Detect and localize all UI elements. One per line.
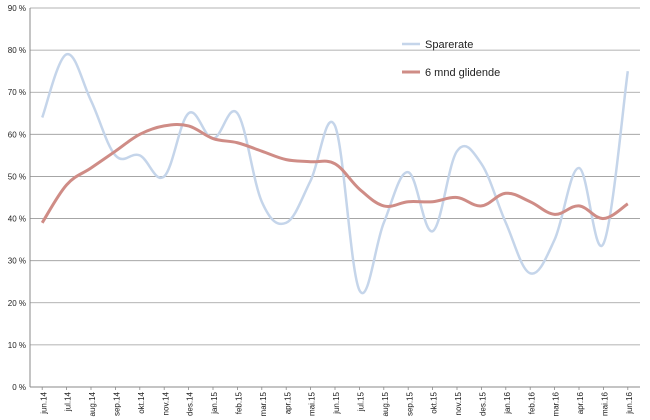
series-lines (40, 53, 630, 295)
x-tick-label: okt.15 (430, 391, 439, 413)
legend: Sparerate 6 mnd glidende (402, 39, 500, 79)
y-tick-label: 50 % (8, 172, 26, 181)
grid-lines (30, 7, 640, 346)
y-tick-label: 0 % (12, 383, 26, 392)
x-tick-label: jun.16 (625, 391, 634, 414)
x-tick-label: apr.16 (576, 391, 585, 414)
legend-label-sparerate: Sparerate (425, 39, 473, 51)
x-tick-label: jan.15 (210, 391, 219, 414)
series-line-sparerate (41, 53, 630, 295)
x-tick-label: okt.14 (137, 391, 146, 413)
y-tick-label: 70 % (8, 88, 26, 97)
y-tick-label: 30 % (8, 257, 26, 266)
x-tick-label: apr.15 (283, 391, 292, 414)
series-line-6-mnd-glidende (40, 122, 629, 224)
x-tick-label: aug.15 (381, 391, 390, 416)
x-tick-label: mar.16 (552, 391, 561, 416)
y-tick-label: 20 % (8, 299, 26, 308)
x-tick-label: jul.15 (357, 391, 366, 412)
legend-label-6-mnd-glidende: 6 mnd glidende (425, 67, 500, 79)
x-tick-label: sep.15 (405, 391, 414, 416)
y-tick-label: 10 % (8, 341, 26, 350)
x-tick-label: des.15 (479, 391, 488, 416)
x-tick-label: feb.15 (235, 391, 244, 414)
x-tick-label: sep.14 (113, 391, 122, 416)
x-tick-label: aug.14 (88, 391, 97, 416)
x-tick-label: mar.15 (259, 391, 268, 416)
x-tick-label: des.14 (186, 391, 195, 416)
y-tick-label: 80 % (8, 46, 26, 55)
x-tick-label: jul.14 (64, 391, 73, 412)
y-tick-labels: 0 % 10 % 20 % 30 % 40 % 50 % 60 % 70 % 80 % 90 % (8, 4, 26, 392)
y-tick-label: 60 % (8, 130, 26, 139)
y-tick-label: 40 % (8, 215, 26, 224)
x-tick-label: mai.15 (308, 391, 317, 416)
y-tick-label: 90 % (8, 4, 26, 13)
x-tick-label: jun.14 (39, 391, 48, 414)
x-tick-label: jun.15 (332, 391, 341, 414)
x-tick-label: jan.16 (503, 391, 512, 414)
x-tick-label: nov.15 (454, 391, 463, 415)
x-tick-labels: jun.14 jul.14 aug.14 sep.14 okt.14 nov.14 des.… (39, 387, 634, 416)
x-tick-label: nov.14 (161, 391, 170, 415)
x-tick-label: mai.16 (601, 391, 610, 416)
x-tick-label: feb.16 (527, 391, 536, 414)
